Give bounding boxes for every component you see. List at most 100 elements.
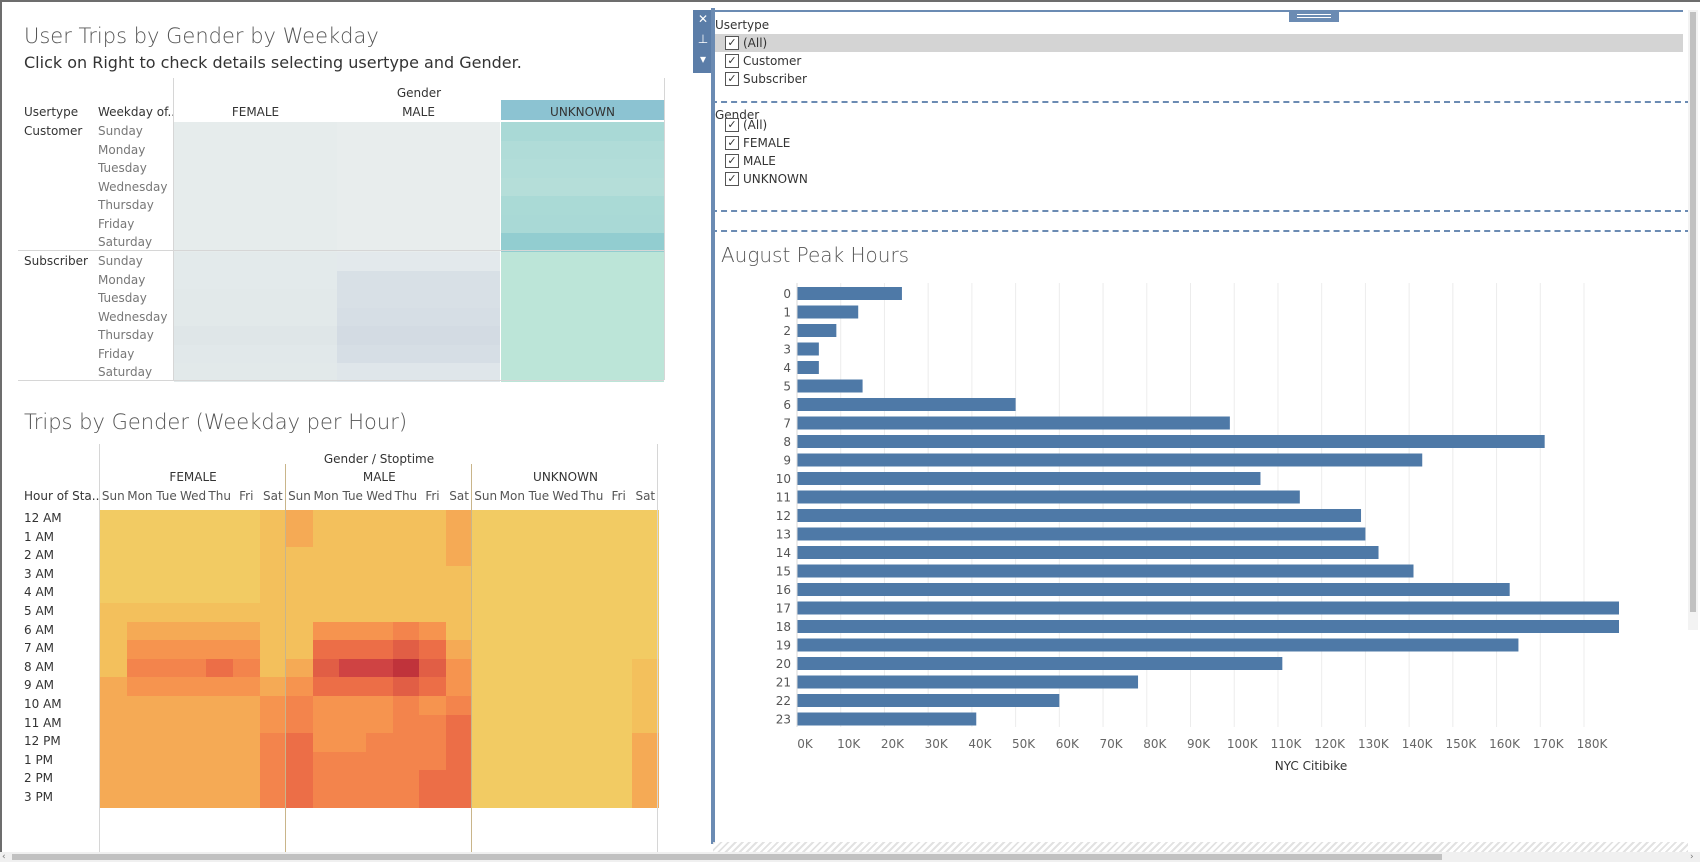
- heatmap-cell[interactable]: [126, 621, 154, 641]
- heatmap-cell[interactable]: [525, 770, 553, 790]
- heatmap-cell[interactable]: [499, 770, 527, 790]
- heatmap-cell[interactable]: [286, 565, 314, 585]
- heatmap-cell[interactable]: [100, 789, 128, 809]
- heatmap-cell[interactable]: [179, 547, 207, 567]
- heatmap-cell[interactable]: [126, 510, 154, 530]
- gender-option[interactable]: ✓ (All): [715, 116, 1683, 134]
- bar[interactable]: [797, 638, 1519, 652]
- heatmap-cell[interactable]: [525, 751, 553, 771]
- table-cell[interactable]: [501, 344, 664, 364]
- heatmap-cell[interactable]: [206, 528, 234, 548]
- heatmap-cell[interactable]: [126, 770, 154, 790]
- heatmap-cell[interactable]: [259, 696, 287, 716]
- heatmap-cell[interactable]: [233, 714, 261, 734]
- weekday-label[interactable]: Monday: [98, 142, 146, 157]
- heatmap-cell[interactable]: [339, 658, 367, 678]
- heatmap-cell[interactable]: [445, 714, 473, 734]
- heatmap-cell[interactable]: [392, 789, 420, 809]
- heatmap-cell[interactable]: [419, 751, 447, 771]
- heatmap-cell[interactable]: [499, 603, 527, 623]
- heatmap-cell[interactable]: [552, 770, 580, 790]
- heatmap-cell[interactable]: [472, 714, 500, 734]
- heatmap-cell[interactable]: [126, 733, 154, 753]
- heatmap-cell[interactable]: [605, 714, 633, 734]
- heatmap-cell[interactable]: [100, 658, 128, 678]
- heatmap-cell[interactable]: [445, 528, 473, 548]
- heatmap-cell[interactable]: [499, 621, 527, 641]
- bar[interactable]: [797, 435, 1545, 448]
- heatmap-cell[interactable]: [153, 696, 181, 716]
- heatmap-cell[interactable]: [153, 603, 181, 623]
- heatmap-cell[interactable]: [419, 510, 447, 530]
- heatmap-cell[interactable]: [552, 658, 580, 678]
- heatmap-cell[interactable]: [153, 547, 181, 567]
- heatmap-cell[interactable]: [472, 565, 500, 585]
- heatmap-cell[interactable]: [366, 770, 394, 790]
- heatmap-cell[interactable]: [366, 733, 394, 753]
- heatmap-cell[interactable]: [525, 621, 553, 641]
- bar[interactable]: [797, 657, 1283, 670]
- heatmap-cell[interactable]: [339, 677, 367, 697]
- weekday-label[interactable]: Tuesday: [98, 291, 147, 305]
- heatmap-cell[interactable]: [312, 677, 340, 697]
- heatmap-cell[interactable]: [259, 603, 287, 623]
- heatmap-cell[interactable]: [525, 640, 553, 660]
- heatmap-cell[interactable]: [392, 677, 420, 697]
- heatmap-cell[interactable]: [578, 733, 606, 753]
- heatmap-cell[interactable]: [286, 510, 314, 530]
- heatmap-cell[interactable]: [286, 733, 314, 753]
- heatmap-cell[interactable]: [499, 510, 527, 530]
- heatmap-cell[interactable]: [259, 770, 287, 790]
- heatmap-cell[interactable]: [366, 547, 394, 567]
- heatmap-cell[interactable]: [100, 677, 128, 697]
- heatmap-cell[interactable]: [578, 751, 606, 771]
- heatmap-cell[interactable]: [552, 621, 580, 641]
- heatmap-cell[interactable]: [472, 751, 500, 771]
- table-cell[interactable]: [501, 159, 664, 178]
- weekday-label[interactable]: Saturday: [98, 365, 153, 379]
- weekday-label[interactable]: Monday: [98, 272, 146, 287]
- heatmap-cell[interactable]: [578, 510, 606, 530]
- heatmap-cell[interactable]: [233, 528, 261, 548]
- heatmap-cell[interactable]: [339, 547, 367, 567]
- heatmap-cell[interactable]: [392, 510, 420, 530]
- heatmap-cell[interactable]: [578, 547, 606, 567]
- heatmap-cell[interactable]: [126, 565, 154, 585]
- heatmap-cell[interactable]: [392, 640, 420, 660]
- heatmap-cell[interactable]: [366, 789, 394, 809]
- table-cell[interactable]: [501, 122, 664, 141]
- horizontal-scrollbar-thumb[interactable]: [12, 854, 1442, 860]
- heatmap-cell[interactable]: [100, 547, 128, 567]
- weekday-label[interactable]: Wednesday: [98, 309, 168, 324]
- heatmap-cell[interactable]: [605, 640, 633, 660]
- heatmap-cell[interactable]: [286, 603, 314, 623]
- table-cell[interactable]: [501, 307, 664, 327]
- heatmap-cell[interactable]: [472, 640, 500, 660]
- heatmap-cell[interactable]: [179, 603, 207, 623]
- heatmap-cell[interactable]: [605, 528, 633, 548]
- weekday-label[interactable]: Sunday: [98, 124, 143, 138]
- heatmap-cell[interactable]: [153, 528, 181, 548]
- heatmap-cell[interactable]: [339, 528, 367, 548]
- checkbox-icon[interactable]: ✓: [725, 36, 739, 50]
- heatmap-cell[interactable]: [419, 547, 447, 567]
- peak-hours-chart[interactable]: 0K 10K 20K 30K 40K 50K 60K 70K 80K 90K 100K 110K 120…: [711, 283, 1691, 843]
- heatmap-cell[interactable]: [605, 677, 633, 697]
- heatmap-cell[interactable]: [578, 677, 606, 697]
- heatmap-cell[interactable]: [259, 677, 287, 697]
- heatmap-cell[interactable]: [259, 733, 287, 753]
- table-cell[interactable]: [337, 140, 500, 160]
- heatmap-cell[interactable]: [392, 528, 420, 548]
- heatmap-cell[interactable]: [126, 751, 154, 771]
- table-cell[interactable]: [501, 196, 664, 215]
- heatmap-cell[interactable]: [233, 640, 261, 660]
- bar[interactable]: [797, 509, 1362, 522]
- heatmap-cell[interactable]: [100, 640, 128, 660]
- table-cell[interactable]: [174, 122, 337, 141]
- heatmap-cell[interactable]: [632, 584, 660, 604]
- heatmap-cell[interactable]: [419, 696, 447, 716]
- heatmap-cell[interactable]: [552, 547, 580, 567]
- pin-icon[interactable]: ⊥: [697, 32, 709, 46]
- bar[interactable]: [797, 287, 902, 300]
- table-cell[interactable]: [337, 363, 500, 382]
